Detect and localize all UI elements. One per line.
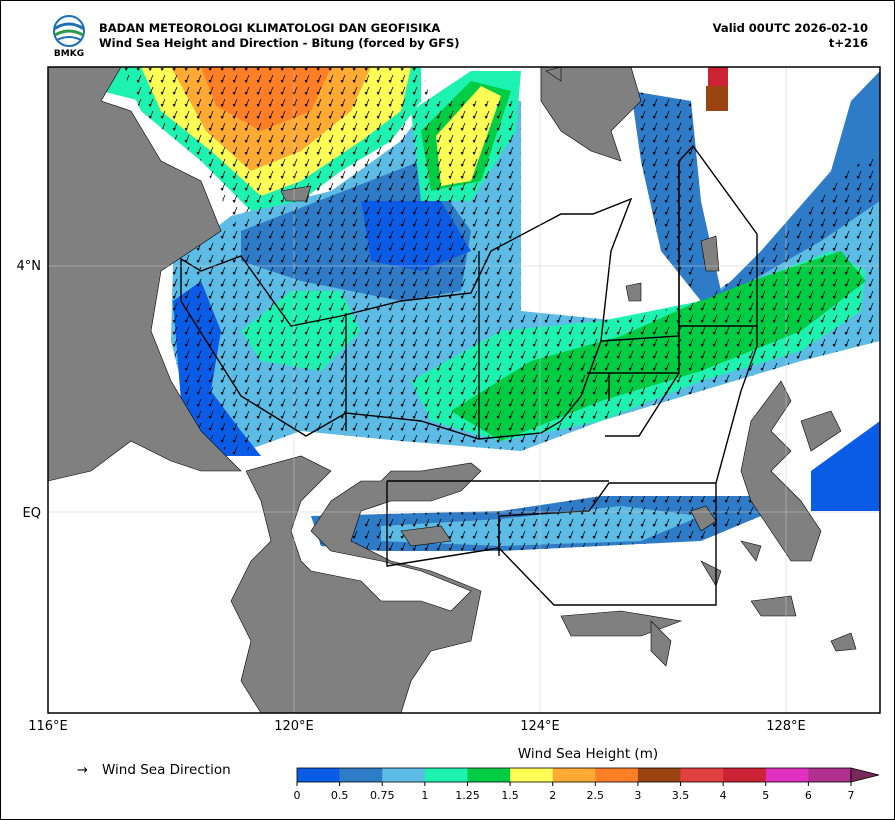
colorbar-segment	[723, 768, 767, 782]
colorbar-tick-label: 0	[294, 789, 301, 802]
logo-text: BMKG	[54, 49, 84, 59]
logo: BMKG	[53, 15, 85, 59]
colorbar-segment	[552, 768, 596, 782]
colorbar-tick-label: 7	[848, 789, 855, 802]
colorbar: 0 0.5 0.75 1 1.25 1.5 2 2.5 3 3.5 4 5 6 7	[294, 767, 880, 802]
colorbar-segment	[595, 768, 639, 782]
lead-time: t+216	[829, 36, 868, 50]
colorbar-tick-label: 1.25	[455, 789, 480, 802]
colorbar-tick-label: 3	[634, 789, 641, 802]
colorbar-tick-label: 6	[805, 789, 812, 802]
colorbar-segment	[424, 768, 468, 782]
colorbar-segment	[297, 768, 340, 782]
colorbar-tick-label: 5	[762, 789, 769, 802]
colorbar-segment	[510, 768, 553, 782]
colorbar-segment	[808, 768, 852, 782]
colorbar-tick-label: 2	[549, 789, 556, 802]
colorbar-title: Wind Sea Height (m)	[518, 746, 658, 762]
colorbar-tick-label: 0.75	[370, 789, 395, 802]
y-axis-label: 4°N	[17, 259, 42, 274]
colorbar-tick-label: 2.5	[587, 789, 605, 802]
title: Wind Sea Height and Direction - Bitung (…	[99, 36, 460, 50]
colorbar-tick-label: 1.5	[501, 789, 519, 802]
colorbar-frame	[296, 767, 852, 783]
zone-boundaries	[180, 144, 758, 606]
wave-field	[48, 67, 880, 551]
y-axis-label: EQ	[23, 506, 41, 521]
colorbar-segment	[467, 768, 511, 782]
legend-arrow: →	[77, 763, 88, 778]
colorbar-tick-label: 4	[720, 789, 727, 802]
valid-time: Valid 00UTC 2026-02-10	[713, 21, 868, 35]
graticule	[48, 67, 880, 713]
x-axis-label: 116°E	[28, 719, 68, 734]
map	[48, 67, 880, 713]
land	[48, 67, 857, 713]
colorbar-segment	[765, 768, 809, 782]
axes: 116°E 120°E 124°E 128°E 4°N EQ	[17, 259, 806, 734]
x-axis-label: 124°E	[520, 719, 560, 734]
colorbar-tick-label: 1	[421, 789, 428, 802]
map-frame	[47, 66, 881, 714]
colorbar-extension	[850, 767, 880, 783]
legend-label: Wind Sea Direction	[102, 762, 231, 778]
colorbar-segment	[339, 768, 383, 782]
colorbar-tick-label: 3.5	[672, 789, 690, 802]
agency: BADAN METEOROLOGI KLIMATOLOGI DAN GEOFIS…	[99, 21, 440, 35]
colorbar-segment	[680, 768, 724, 782]
colorbar-segment	[382, 768, 426, 782]
colorbar-tick-label: 0.5	[331, 789, 349, 802]
x-axis-label: 120°E	[274, 719, 314, 734]
colorbar-segment	[637, 768, 681, 782]
x-axis-label: 128°E	[766, 719, 806, 734]
